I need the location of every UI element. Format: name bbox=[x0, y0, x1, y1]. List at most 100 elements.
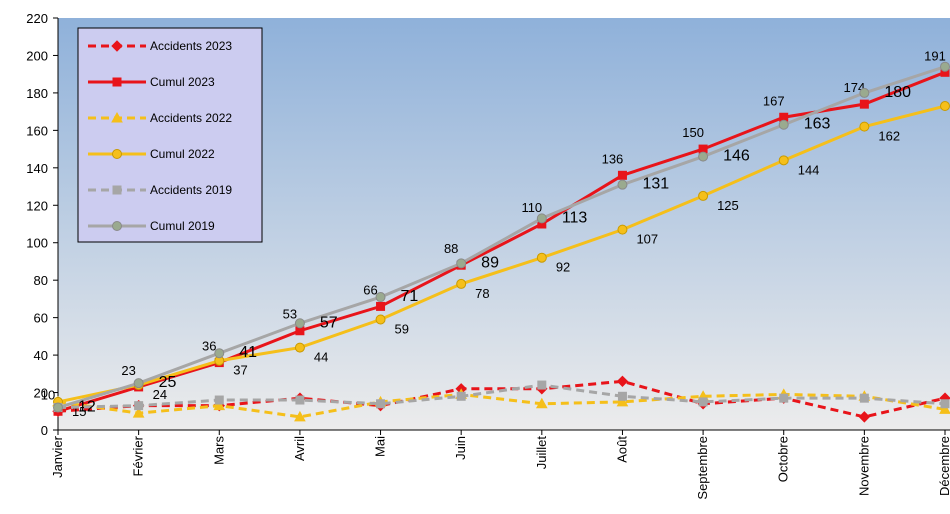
y-tick-label: 40 bbox=[34, 348, 48, 363]
series-line bbox=[57, 392, 946, 419]
data-label: 88 bbox=[444, 241, 458, 256]
data-label: 110 bbox=[521, 200, 542, 215]
data-label: 131 bbox=[642, 176, 669, 193]
y-tick-label: 220 bbox=[26, 11, 48, 26]
marker bbox=[859, 393, 869, 403]
data-label: 53 bbox=[283, 307, 297, 322]
marker bbox=[112, 185, 122, 195]
x-tick-label: Octobre bbox=[776, 436, 791, 482]
marker bbox=[376, 399, 386, 409]
marker bbox=[940, 399, 950, 409]
marker bbox=[375, 292, 386, 303]
data-label: 163 bbox=[804, 116, 831, 133]
data-label: 125 bbox=[717, 198, 739, 213]
legend-label: Cumul 2023 bbox=[150, 75, 215, 89]
marker bbox=[112, 149, 122, 159]
x-tick-label: Juillet bbox=[534, 436, 549, 470]
marker bbox=[112, 221, 122, 231]
marker bbox=[111, 40, 123, 52]
legend-label: Accidents 2019 bbox=[150, 183, 232, 197]
marker bbox=[698, 151, 709, 162]
data-label: 12 bbox=[78, 399, 96, 416]
data-label: 191 bbox=[924, 48, 946, 63]
x-tick-label: Août bbox=[614, 436, 629, 463]
series-line bbox=[57, 383, 946, 410]
series-line bbox=[57, 65, 946, 409]
marker bbox=[617, 391, 627, 401]
marker bbox=[858, 411, 871, 423]
marker bbox=[537, 380, 547, 390]
marker bbox=[698, 190, 709, 201]
data-label: 78 bbox=[475, 286, 489, 301]
x-tick-label: Février bbox=[131, 435, 146, 476]
data-label: 37 bbox=[233, 363, 247, 378]
marker bbox=[214, 395, 224, 405]
marker bbox=[779, 393, 789, 403]
marker bbox=[940, 101, 950, 112]
marker bbox=[294, 342, 305, 353]
y-tick-label: 200 bbox=[26, 48, 48, 63]
data-label: 150 bbox=[682, 125, 704, 140]
data-label: 71 bbox=[401, 288, 419, 305]
data-label: 180 bbox=[884, 84, 911, 101]
x-tick-label: Décembre bbox=[937, 436, 950, 496]
legend-box bbox=[77, 27, 263, 243]
data-label: 25 bbox=[159, 374, 177, 391]
marker bbox=[859, 121, 870, 132]
marker bbox=[133, 378, 144, 389]
y-tick-label: 80 bbox=[34, 273, 48, 288]
x-tick-label: Avril bbox=[292, 436, 307, 461]
legend-label: Cumul 2019 bbox=[150, 219, 215, 233]
legend-label: Cumul 2022 bbox=[150, 147, 215, 161]
data-label: 162 bbox=[878, 129, 900, 144]
marker bbox=[617, 179, 628, 190]
marker bbox=[859, 87, 870, 98]
data-label: 167 bbox=[763, 93, 785, 108]
data-label: 107 bbox=[636, 232, 658, 247]
data-label: 57 bbox=[320, 314, 338, 331]
marker bbox=[617, 170, 627, 180]
marker bbox=[295, 395, 305, 405]
y-tick-label: 140 bbox=[26, 161, 48, 176]
marker bbox=[939, 403, 950, 414]
series-line bbox=[57, 70, 946, 413]
data-label: 23 bbox=[121, 363, 135, 378]
x-tick-label: Septembre bbox=[695, 436, 710, 500]
marker bbox=[376, 301, 386, 311]
marker bbox=[778, 155, 789, 166]
y-tick-label: 120 bbox=[26, 198, 48, 213]
marker bbox=[214, 348, 225, 359]
y-tick-label: 100 bbox=[26, 236, 48, 251]
data-label: 59 bbox=[395, 322, 409, 337]
marker bbox=[134, 401, 144, 411]
marker bbox=[456, 278, 467, 289]
marker bbox=[456, 391, 466, 401]
marker bbox=[132, 407, 145, 418]
data-label: 36 bbox=[202, 339, 216, 354]
data-label: 89 bbox=[481, 254, 499, 271]
marker bbox=[616, 395, 629, 407]
data-label: 41 bbox=[239, 344, 257, 361]
y-tick-label: 20 bbox=[34, 386, 48, 401]
data-label: 92 bbox=[556, 260, 570, 275]
marker bbox=[111, 111, 123, 123]
marker bbox=[536, 252, 547, 263]
x-tick-label: Mai bbox=[373, 436, 388, 457]
marker bbox=[778, 119, 789, 130]
y-tick-label: 0 bbox=[41, 423, 48, 438]
data-label: 24 bbox=[153, 387, 167, 402]
x-tick-label: Mars bbox=[211, 436, 226, 465]
data-label: 44 bbox=[314, 350, 328, 365]
y-tick-label: 160 bbox=[26, 123, 48, 138]
x-tick-label: Janvier bbox=[50, 435, 65, 478]
marker bbox=[616, 375, 629, 388]
marker bbox=[535, 397, 548, 409]
marker bbox=[940, 61, 950, 72]
x-tick-label: Juin bbox=[453, 436, 468, 460]
legend-label: Accidents 2023 bbox=[150, 39, 232, 53]
marker bbox=[456, 258, 467, 269]
data-label: 66 bbox=[363, 282, 377, 297]
marker bbox=[294, 318, 305, 329]
